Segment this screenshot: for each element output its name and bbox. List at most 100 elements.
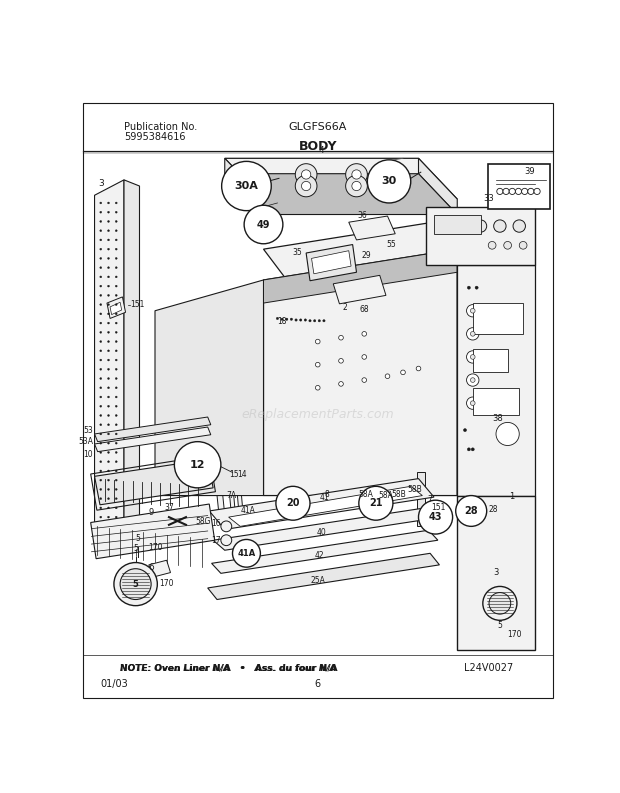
Circle shape bbox=[108, 377, 110, 379]
Text: 9: 9 bbox=[149, 508, 154, 517]
Text: 10: 10 bbox=[83, 450, 93, 459]
Polygon shape bbox=[94, 180, 124, 542]
Circle shape bbox=[100, 516, 102, 518]
Circle shape bbox=[471, 377, 475, 382]
Circle shape bbox=[100, 276, 102, 278]
Circle shape bbox=[276, 486, 310, 520]
Circle shape bbox=[100, 304, 102, 305]
Polygon shape bbox=[229, 486, 422, 527]
Circle shape bbox=[352, 182, 361, 190]
Circle shape bbox=[115, 350, 117, 352]
Circle shape bbox=[115, 258, 117, 259]
Circle shape bbox=[115, 294, 117, 297]
Circle shape bbox=[100, 470, 102, 472]
Circle shape bbox=[108, 423, 110, 426]
Circle shape bbox=[489, 592, 511, 614]
Circle shape bbox=[100, 415, 102, 416]
Text: L24V0027: L24V0027 bbox=[464, 664, 513, 673]
Circle shape bbox=[352, 170, 361, 179]
Polygon shape bbox=[264, 218, 480, 280]
Circle shape bbox=[346, 163, 367, 186]
Circle shape bbox=[108, 304, 110, 305]
Circle shape bbox=[244, 205, 283, 243]
Circle shape bbox=[115, 433, 117, 435]
Text: 42: 42 bbox=[314, 551, 324, 560]
Circle shape bbox=[466, 305, 479, 317]
Circle shape bbox=[108, 276, 110, 278]
Polygon shape bbox=[434, 215, 481, 234]
Circle shape bbox=[115, 331, 117, 333]
Text: 15: 15 bbox=[229, 469, 239, 479]
Text: 39: 39 bbox=[524, 167, 534, 176]
Circle shape bbox=[115, 266, 117, 269]
Circle shape bbox=[483, 586, 517, 620]
Circle shape bbox=[115, 248, 117, 250]
Circle shape bbox=[115, 313, 117, 315]
Circle shape bbox=[509, 188, 515, 194]
Text: 41: 41 bbox=[319, 492, 329, 502]
Text: 170: 170 bbox=[508, 630, 522, 639]
Circle shape bbox=[174, 442, 221, 488]
Circle shape bbox=[100, 266, 102, 269]
Circle shape bbox=[100, 498, 102, 500]
Circle shape bbox=[108, 396, 110, 398]
Circle shape bbox=[115, 211, 117, 213]
Circle shape bbox=[108, 451, 110, 454]
Circle shape bbox=[100, 442, 102, 444]
Text: 6: 6 bbox=[315, 679, 321, 689]
Circle shape bbox=[100, 433, 102, 435]
Text: 14: 14 bbox=[237, 469, 247, 479]
Text: NOTE: Oven Liner N/A   •   Ass. du four N/A: NOTE: Oven Liner N/A • Ass. du four N/A bbox=[120, 664, 337, 672]
Polygon shape bbox=[229, 481, 236, 519]
Circle shape bbox=[100, 507, 102, 509]
Circle shape bbox=[503, 188, 509, 194]
Circle shape bbox=[115, 442, 117, 444]
Circle shape bbox=[108, 331, 110, 333]
Circle shape bbox=[528, 188, 534, 194]
Polygon shape bbox=[458, 496, 534, 649]
Text: 49: 49 bbox=[257, 220, 270, 229]
Circle shape bbox=[367, 160, 410, 203]
Circle shape bbox=[475, 286, 478, 289]
Circle shape bbox=[115, 405, 117, 407]
Circle shape bbox=[108, 387, 110, 389]
Circle shape bbox=[100, 396, 102, 398]
Circle shape bbox=[471, 448, 474, 451]
Polygon shape bbox=[224, 174, 458, 215]
Text: 58G: 58G bbox=[195, 517, 211, 527]
Circle shape bbox=[115, 488, 117, 490]
Polygon shape bbox=[94, 427, 211, 452]
Circle shape bbox=[115, 516, 117, 518]
Polygon shape bbox=[110, 302, 122, 315]
Polygon shape bbox=[427, 207, 534, 265]
Circle shape bbox=[115, 341, 117, 343]
Text: 4: 4 bbox=[319, 146, 324, 155]
Circle shape bbox=[466, 397, 479, 409]
Text: 58B: 58B bbox=[392, 489, 407, 499]
Polygon shape bbox=[107, 297, 125, 319]
Circle shape bbox=[115, 387, 117, 389]
Circle shape bbox=[108, 369, 110, 370]
Text: 53A: 53A bbox=[78, 437, 93, 446]
Circle shape bbox=[221, 534, 232, 546]
Circle shape bbox=[503, 241, 512, 249]
Circle shape bbox=[108, 239, 110, 241]
Circle shape bbox=[108, 285, 110, 287]
Circle shape bbox=[471, 400, 475, 405]
Circle shape bbox=[316, 385, 320, 390]
Circle shape bbox=[115, 479, 117, 481]
Circle shape bbox=[316, 339, 320, 344]
Polygon shape bbox=[149, 560, 170, 577]
Polygon shape bbox=[472, 349, 508, 373]
Circle shape bbox=[463, 428, 467, 431]
Polygon shape bbox=[216, 477, 224, 518]
Circle shape bbox=[221, 521, 232, 532]
Circle shape bbox=[108, 341, 110, 343]
Circle shape bbox=[115, 304, 117, 305]
Circle shape bbox=[471, 354, 475, 359]
Circle shape bbox=[108, 211, 110, 213]
Polygon shape bbox=[348, 216, 396, 240]
Text: 5: 5 bbox=[497, 621, 502, 630]
Text: 29: 29 bbox=[361, 251, 371, 260]
Polygon shape bbox=[148, 519, 169, 540]
